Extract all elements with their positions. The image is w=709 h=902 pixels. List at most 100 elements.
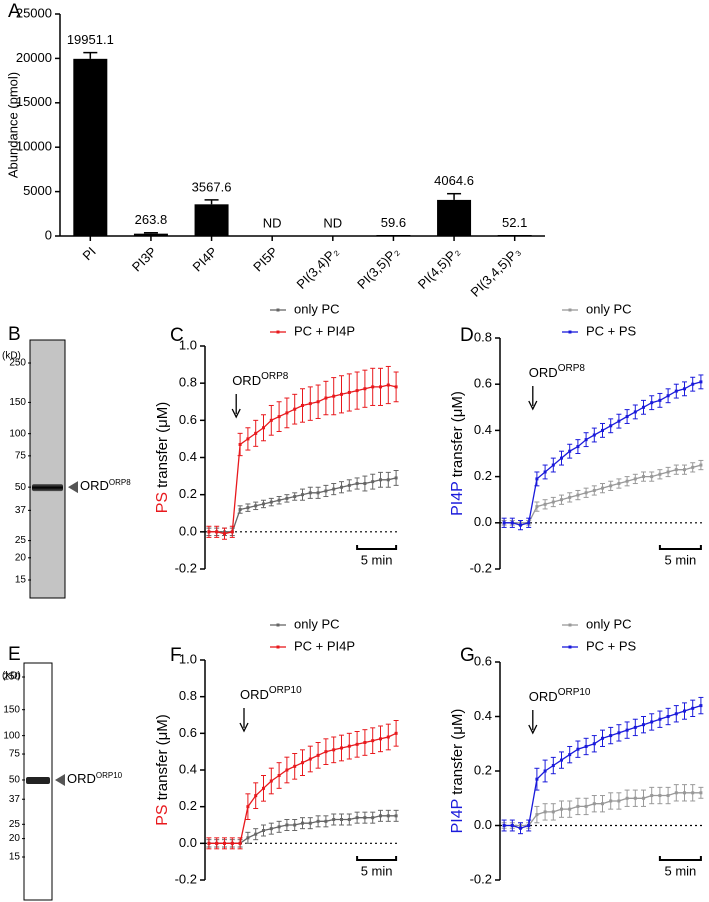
legend-label: PC + PS <box>586 323 637 338</box>
point <box>560 807 563 811</box>
value-label: 19951.1 <box>67 32 114 47</box>
unit-label: (kD) <box>2 671 21 682</box>
y-tick-label: 0.4 <box>179 449 197 464</box>
point <box>535 777 539 781</box>
y-axis-label-prefix: PS <box>154 492 171 513</box>
panel-letter: A <box>8 1 21 22</box>
point <box>340 818 343 821</box>
point <box>363 482 367 486</box>
point <box>568 753 572 757</box>
ladder-label: 25 <box>15 535 27 546</box>
y-tick-label: -0.2 <box>470 871 492 886</box>
scale-bar <box>356 856 398 861</box>
y-tick-label: 0.8 <box>179 688 197 703</box>
point <box>324 396 328 400</box>
point <box>658 398 662 402</box>
bar <box>376 235 411 236</box>
point <box>371 480 375 484</box>
point <box>699 463 703 467</box>
point <box>625 728 629 732</box>
point <box>609 734 613 738</box>
y-tick-label: 0.0 <box>474 514 492 529</box>
point <box>535 813 539 817</box>
y-axis-label-prefix: PI4P <box>449 799 466 834</box>
point <box>625 415 629 419</box>
point <box>254 794 258 798</box>
point <box>269 418 273 422</box>
point <box>584 438 588 442</box>
scale-bar <box>658 545 702 550</box>
point <box>568 495 572 499</box>
point <box>223 841 226 845</box>
point <box>379 814 382 818</box>
point <box>293 495 297 499</box>
y-axis-label-rest: transfer (μM) <box>154 714 171 800</box>
point <box>683 387 686 391</box>
ladder-label: 100 <box>9 428 26 439</box>
point <box>301 403 304 407</box>
point <box>379 478 382 482</box>
bar <box>497 235 532 236</box>
ladder-label: 25 <box>9 819 21 830</box>
point <box>379 737 382 741</box>
ladder-label: 75 <box>15 451 27 462</box>
ladder-label: 250 <box>3 672 20 683</box>
annotation: ORDORP10 <box>529 687 591 705</box>
point <box>363 816 367 820</box>
y-axis-label: PI4P transfer (μM) <box>449 391 466 516</box>
legend-label: only PC <box>294 301 340 316</box>
point <box>633 410 637 414</box>
y-tick-label: 0.6 <box>474 653 492 668</box>
point <box>642 475 645 479</box>
gel-band <box>32 484 63 492</box>
point <box>642 723 645 727</box>
point <box>625 796 629 800</box>
value-label: 4064.6 <box>434 173 474 188</box>
point <box>592 742 596 746</box>
point <box>560 758 563 762</box>
y-axis-label-rest: transfer (μM) <box>449 391 466 477</box>
unit-label: (kD) <box>2 351 21 362</box>
y-tick-label: 0.0 <box>179 523 197 538</box>
point <box>576 493 580 497</box>
y-tick-label: 0.0 <box>179 835 197 850</box>
y-axis-label: PS transfer (μM) <box>154 714 171 826</box>
point <box>666 715 670 718</box>
y-tick-label: 0.8 <box>474 329 492 344</box>
y-tick-label: 0.6 <box>179 412 197 427</box>
point <box>510 521 514 525</box>
point <box>269 779 273 783</box>
point <box>510 824 514 827</box>
annotation: ORDORP8 <box>232 371 289 389</box>
x-tick-label: PI(3,5)P₂ <box>354 244 402 292</box>
point <box>584 744 588 748</box>
point <box>386 814 390 818</box>
y-tick-label: 0.2 <box>179 798 197 813</box>
point <box>324 489 328 493</box>
point <box>658 794 662 798</box>
point <box>371 739 375 743</box>
annotation-sup: ORP10 <box>558 687 591 698</box>
y-axis-label: PI4P transfer (μM) <box>449 709 466 834</box>
point <box>699 704 703 708</box>
point <box>332 748 336 752</box>
x-tick-label: PI(3,4)P₂ <box>293 244 341 292</box>
legend-label: PC + PI4P <box>294 323 355 338</box>
point <box>609 484 613 488</box>
y-tick-label: 0.2 <box>474 762 492 777</box>
point <box>568 807 572 811</box>
band-label-main: ORD <box>80 479 109 494</box>
point <box>699 380 703 384</box>
point <box>332 394 336 398</box>
point <box>316 753 320 757</box>
point <box>371 385 375 389</box>
point <box>246 437 250 441</box>
point <box>316 819 320 823</box>
legend-marker <box>276 623 280 627</box>
scale-bar-label: 5 min <box>665 863 697 878</box>
arrow-head <box>528 724 538 735</box>
ladder-label: 150 <box>3 704 20 715</box>
point <box>355 816 359 820</box>
y-tick-label: 1.0 <box>179 651 197 666</box>
point <box>347 744 351 748</box>
